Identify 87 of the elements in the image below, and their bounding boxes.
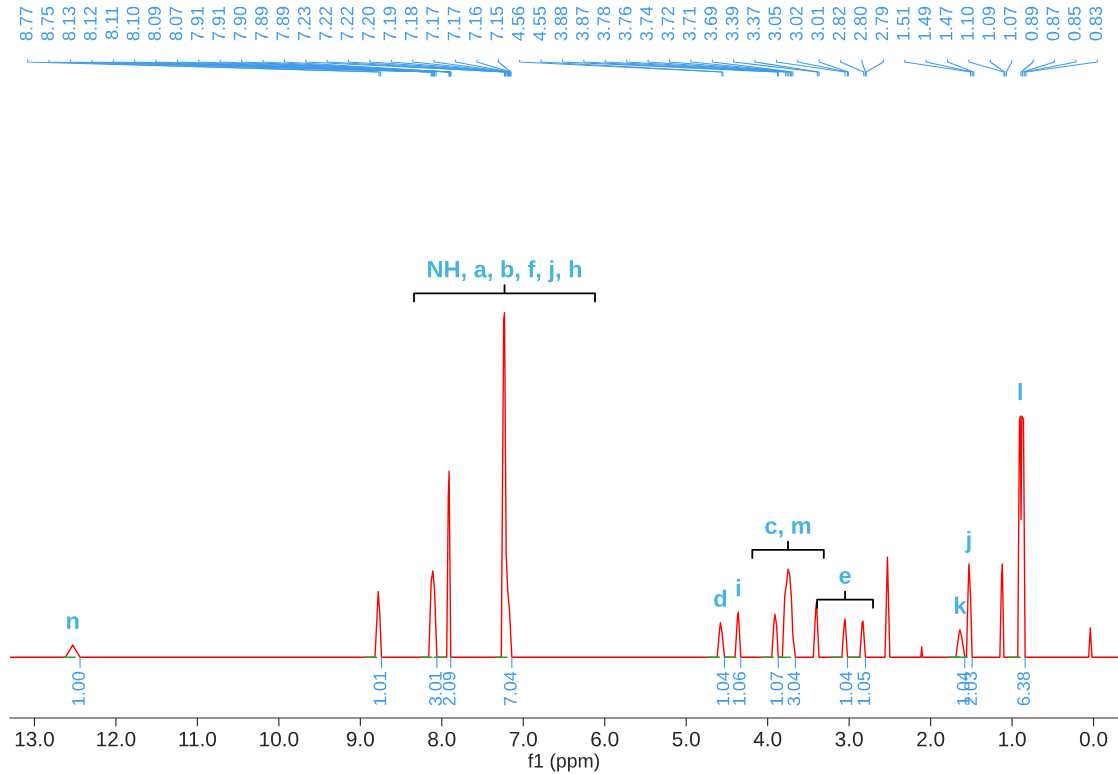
text: 2.79 bbox=[875, 6, 889, 41]
text: 8.13 bbox=[62, 6, 76, 41]
text: 1.49 bbox=[918, 6, 932, 40]
text: 1.09 bbox=[982, 6, 996, 40]
annotation: 7.04 bbox=[503, 671, 517, 706]
annotation: k bbox=[955, 596, 967, 614]
annotation: c, m bbox=[765, 521, 811, 538]
text: 0.89 bbox=[1025, 6, 1038, 41]
text: 8.12 bbox=[83, 6, 97, 41]
text: 1.47 bbox=[939, 6, 953, 40]
text: 7.17 bbox=[426, 6, 439, 41]
x-tick-label: 9.0 bbox=[346, 731, 374, 747]
text: 0.83 bbox=[1089, 6, 1103, 41]
text: 3.01 bbox=[811, 6, 825, 41]
text: 0.87 bbox=[1046, 6, 1060, 41]
annotation: 3.01 bbox=[428, 671, 442, 706]
text: 7.19 bbox=[383, 6, 397, 41]
text: 7.20 bbox=[362, 6, 375, 41]
text: 8.75 bbox=[41, 6, 54, 41]
text: 0.85 bbox=[1067, 6, 1081, 41]
text: 3.05 bbox=[768, 6, 782, 41]
text: 2.82 bbox=[832, 6, 846, 41]
text: 3.71 bbox=[682, 6, 696, 41]
text: 4.56 bbox=[511, 6, 525, 41]
annotation: 1.00 bbox=[72, 671, 85, 705]
text: 7.23 bbox=[297, 6, 311, 41]
text: 7.90 bbox=[233, 6, 247, 41]
annotation: d bbox=[714, 589, 727, 607]
text: 7.17 bbox=[447, 6, 461, 41]
text: 7.16 bbox=[468, 6, 482, 41]
text: 1.10 bbox=[961, 6, 974, 40]
text: 8.09 bbox=[148, 6, 161, 41]
text: 3.39 bbox=[725, 6, 739, 41]
text: 8.77 bbox=[19, 6, 33, 41]
text: 3.78 bbox=[597, 6, 611, 41]
x-tick-label: 4.0 bbox=[753, 731, 782, 747]
annotation: 1.07 bbox=[770, 672, 784, 705]
text: 3.69 bbox=[704, 6, 718, 41]
annotation: 2.09 bbox=[442, 671, 456, 706]
text: 8.07 bbox=[169, 6, 183, 41]
annotation: i bbox=[736, 579, 740, 597]
annotation: 1.05 bbox=[857, 671, 871, 705]
text: 7.91 bbox=[212, 6, 226, 41]
text: 7.22 bbox=[319, 6, 332, 41]
text: 1.51 bbox=[897, 6, 910, 40]
text: 3.76 bbox=[618, 6, 632, 41]
text: 3.37 bbox=[747, 6, 760, 41]
annotation: j bbox=[965, 530, 971, 553]
annotation: 1.01 bbox=[373, 671, 387, 705]
text: 3.88 bbox=[554, 6, 568, 41]
x-tick-label: 11.0 bbox=[179, 731, 217, 747]
x-tick-label: 12.0 bbox=[97, 731, 136, 747]
annotation: 3.04 bbox=[787, 671, 801, 706]
annotation: e bbox=[839, 570, 851, 584]
text: 7.89 bbox=[276, 6, 290, 41]
text: 7.18 bbox=[404, 6, 418, 41]
text: 3.02 bbox=[789, 6, 803, 41]
annotation: NH, a, b, f, j, h bbox=[428, 260, 582, 283]
text: 3.72 bbox=[661, 6, 675, 41]
annotation: 1.06 bbox=[732, 671, 746, 705]
annotation: n bbox=[67, 616, 79, 630]
text: 3.74 bbox=[640, 6, 653, 41]
text: 7.15 bbox=[490, 6, 504, 41]
x-tick-label: 6.0 bbox=[591, 731, 619, 747]
text: 7.89 bbox=[255, 6, 268, 41]
x-tick-label: 3.0 bbox=[835, 731, 863, 747]
text: 3.87 bbox=[575, 6, 589, 41]
annotation: 6.38 bbox=[1017, 671, 1030, 706]
text: 8.10 bbox=[126, 6, 140, 41]
annotation: 1.04 bbox=[716, 671, 730, 705]
x-tick-label: 8.0 bbox=[428, 731, 456, 747]
annotation: l bbox=[1018, 383, 1022, 401]
x-tick-label: 13.0 bbox=[15, 731, 54, 747]
text: 7.22 bbox=[340, 6, 354, 41]
text: 2.80 bbox=[854, 6, 867, 41]
x-tick-label: 2.0 bbox=[917, 731, 945, 747]
text: 7.91 bbox=[190, 6, 204, 41]
x-tick-label: 0.0 bbox=[1079, 731, 1108, 747]
text: 4.55 bbox=[533, 6, 546, 41]
annotation: 1.04 bbox=[839, 671, 853, 705]
text: 1.07 bbox=[1003, 6, 1017, 40]
x-tick-label: 5.0 bbox=[672, 731, 700, 747]
text: 8.11 bbox=[105, 6, 119, 40]
x-tick-label: 7.0 bbox=[509, 731, 537, 747]
x-tick-label: 10.0 bbox=[260, 731, 299, 747]
x-tick-label: 1.0 bbox=[999, 731, 1026, 747]
x-axis-title: f1 (ppm) bbox=[528, 753, 599, 772]
